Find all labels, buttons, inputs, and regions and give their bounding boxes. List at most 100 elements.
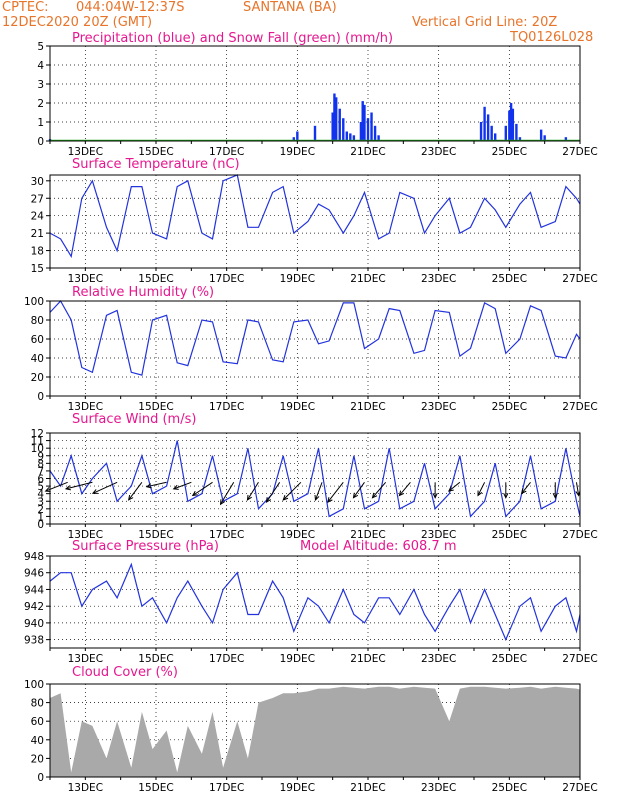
- precip-bar: [331, 112, 334, 141]
- precip-bar: [504, 125, 507, 141]
- wind-vector: [399, 481, 411, 496]
- temperature-xtick-label: 25DEC: [492, 273, 527, 285]
- wind-vector: [327, 481, 344, 503]
- pressure-ytick-label: 946: [24, 568, 44, 580]
- wind-vector-head: [352, 492, 359, 499]
- precipitation-xtick-label: 27DEC: [562, 146, 597, 158]
- humidity-ytick-label: 60: [31, 334, 44, 346]
- wind-ytick-label: 9: [37, 451, 44, 463]
- pressure-ytick-label: 940: [24, 618, 44, 630]
- wind-vector: [128, 481, 143, 501]
- wind-xtick-label: 19DEC: [280, 529, 315, 541]
- precip-bar: [292, 137, 295, 141]
- precipitation-ytick-label: 2: [37, 98, 44, 110]
- precipitation-xtick-label: 17DEC: [209, 146, 244, 158]
- precipitation-xtick-label: 23DEC: [421, 146, 456, 158]
- precip-bar: [313, 125, 317, 141]
- pressure-xtick-label: 19DEC: [280, 653, 315, 665]
- wind-ytick-label: 8: [37, 458, 44, 470]
- wind-ytick-label: 4: [37, 489, 44, 501]
- header-location: SANTANA (BA): [243, 0, 337, 15]
- precip-bar: [352, 135, 356, 141]
- cloud-cover-ytick-label: 60: [31, 716, 44, 728]
- wind-xtick-label: 15DEC: [138, 529, 173, 541]
- wind-vector-head: [477, 490, 483, 497]
- wind-vector-head: [127, 494, 134, 501]
- temperature-ytick-label: 24: [31, 211, 45, 223]
- precip-bar: [479, 122, 483, 141]
- wind-xtick-label: 21DEC: [350, 529, 385, 541]
- humidity-ytick-label: 40: [31, 353, 44, 365]
- wind-vector-head: [172, 484, 179, 490]
- wind-xtick-label: 13DEC: [68, 529, 103, 541]
- wind-ytick-label: 6: [37, 474, 44, 486]
- humidity-line: [49, 299, 581, 376]
- humidity-ytick-label: 0: [37, 391, 44, 403]
- precip-bar: [359, 122, 363, 141]
- wind-vector: [353, 482, 365, 498]
- wind-vector: [220, 482, 235, 505]
- temperature-xtick-label: 23DEC: [421, 273, 456, 285]
- wind-title: Surface Wind (m/s): [72, 412, 196, 427]
- wind-vector-head: [219, 499, 225, 506]
- cloud-cover-xtick-label: 19DEC: [280, 782, 315, 794]
- temperature-xtick-label: 17DEC: [209, 273, 244, 285]
- precipitation-title: Precipitation (blue) and Snow Fall (gree…: [72, 31, 393, 46]
- precipitation-ytick-label: 0: [37, 136, 44, 148]
- precipitation-xtick-label: 13DEC: [68, 146, 103, 158]
- precip-bar: [543, 135, 546, 141]
- cloud-cover-ytick-label: 0: [37, 772, 44, 784]
- temperature-frame: [49, 174, 581, 269]
- humidity-xtick-label: 19DEC: [280, 401, 315, 413]
- wind-vector-head: [521, 488, 527, 495]
- wind-vector-head: [371, 492, 378, 499]
- header-model-code: TQ0126L028: [510, 30, 594, 45]
- humidity-xtick-label: 27DEC: [562, 401, 597, 413]
- cloud-cover-ytick-label: 40: [31, 735, 44, 747]
- humidity-ytick-label: 20: [31, 372, 44, 384]
- humidity-xtick-label: 15DEC: [138, 401, 173, 413]
- wind-xtick-label: 17DEC: [209, 529, 244, 541]
- wind-vector-head: [432, 492, 438, 499]
- temperature-ytick-label: 18: [31, 246, 44, 258]
- wind-ytick-label: 5: [37, 481, 44, 493]
- humidity-xtick-label: 17DEC: [209, 401, 244, 413]
- header-cptec: CPTEC:: [2, 0, 49, 15]
- temperature-title: Surface Temperature (nC): [72, 157, 240, 172]
- wind-vector: [282, 481, 302, 501]
- pressure-xtick-label: 21DEC: [350, 653, 385, 665]
- precipitation-ytick-label: 1: [37, 117, 44, 129]
- humidity-ytick-label: 100: [24, 296, 44, 308]
- pressure-xtick-label: 23DEC: [421, 653, 456, 665]
- pressure-ytick-label: 942: [24, 601, 44, 613]
- precip-bar: [508, 110, 511, 141]
- cloud-cover-ytick-label: 100: [24, 679, 44, 691]
- humidity-xtick-label: 13DEC: [68, 401, 103, 413]
- humidity-frame: [49, 300, 581, 397]
- precipitation-ytick-label: 4: [37, 60, 44, 72]
- temperature-ytick-label: 21: [31, 228, 44, 240]
- pressure-frame: [49, 555, 581, 649]
- cloud-cover-ytick-label: 80: [31, 698, 44, 710]
- precip-bar: [333, 93, 336, 141]
- wind-vector-head: [191, 490, 198, 497]
- cloud-cover-area: [50, 686, 580, 777]
- cloud-cover-ytick-label: 20: [31, 753, 44, 765]
- wind-vector: [314, 482, 323, 501]
- header-coordinates: 044:04W-12:37S: [76, 0, 185, 15]
- wind-vector-head: [246, 494, 252, 501]
- temperature-xtick-label: 21DEC: [350, 273, 385, 285]
- wind-vector-head: [44, 487, 51, 492]
- temperature-ytick-label: 15: [31, 263, 44, 275]
- precip-bar: [361, 101, 364, 141]
- pressure-annotation: Model Altitude: 608.7 m: [300, 539, 457, 554]
- wind-vector: [92, 481, 118, 494]
- precip-bar: [483, 106, 486, 141]
- temperature-ytick-label: 27: [31, 193, 44, 205]
- precip-bar: [494, 133, 497, 141]
- pressure-xtick-label: 25DEC: [492, 653, 527, 665]
- cloud-cover-title: Cloud Cover (%): [72, 665, 178, 680]
- wind-vector-head: [398, 490, 405, 497]
- cloud-cover-frame: [49, 683, 581, 778]
